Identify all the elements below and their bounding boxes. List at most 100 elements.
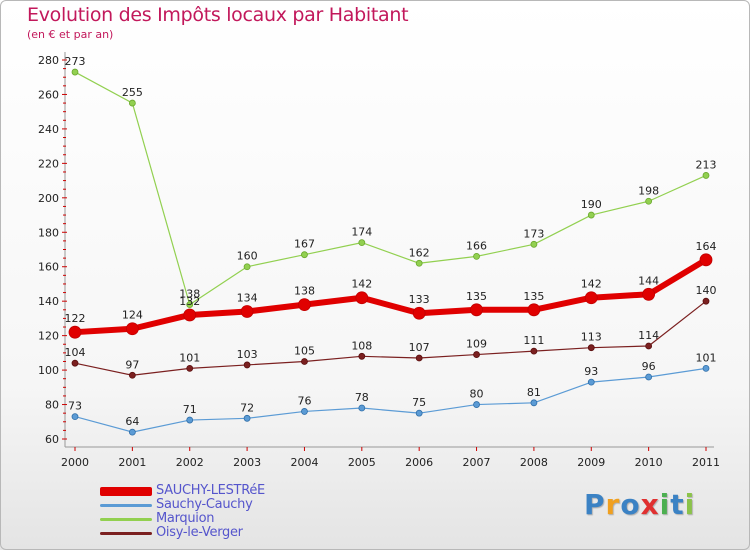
series-point-0 <box>412 306 426 320</box>
data-label-3: 97 <box>125 358 139 371</box>
x-tick-label: 2003 <box>233 456 261 469</box>
legend-label: SAUCHY-LESTRéE <box>156 483 265 498</box>
x-tick-label: 2000 <box>61 456 89 469</box>
y-tick-label: 140 <box>38 295 59 308</box>
legend-item: Sauchy-Cauchy <box>100 498 265 512</box>
legend-label: Sauchy-Cauchy <box>156 497 253 512</box>
series-point-0 <box>355 291 369 305</box>
series-point-1 <box>71 413 79 421</box>
data-label-2: 162 <box>409 246 430 259</box>
series-point-3 <box>587 344 595 352</box>
data-label-1: 80 <box>470 388 484 401</box>
series-point-3 <box>301 358 308 365</box>
series-point-0 <box>298 298 311 312</box>
data-label-2: 167 <box>294 238 315 251</box>
legend-swatch <box>100 531 152 535</box>
series-point-3 <box>186 364 194 372</box>
series-point-3 <box>128 371 136 379</box>
data-label-1: 75 <box>412 396 426 409</box>
series-point-2 <box>301 251 308 259</box>
series-point-0 <box>470 303 483 317</box>
data-label-3: 109 <box>466 338 487 351</box>
data-label-3: 107 <box>409 341 430 354</box>
series-point-0 <box>240 305 254 318</box>
series-point-2 <box>473 252 480 260</box>
y-tick-label: 160 <box>38 261 59 274</box>
data-label-1: 64 <box>125 415 139 428</box>
data-label-1: 76 <box>297 394 311 407</box>
y-tick-label: 100 <box>38 364 59 377</box>
series-point-2 <box>243 263 251 271</box>
series-line-0 <box>72 256 709 336</box>
legend-item: Oisy-le-Verger <box>100 526 265 540</box>
series-line-2 <box>74 71 707 306</box>
x-tick-label: 2002 <box>176 456 204 469</box>
series-point-1 <box>587 378 595 386</box>
series-point-2 <box>530 240 538 248</box>
data-label-2: 198 <box>638 184 659 197</box>
legend-swatch <box>100 486 152 496</box>
chart-subtitle: (en € et par an) <box>27 28 114 41</box>
series-point-1 <box>128 428 136 436</box>
series-point-1 <box>186 416 194 424</box>
proxiti-logo: Proxiti <box>584 488 696 521</box>
series-point-0 <box>527 303 541 317</box>
data-label-1: 96 <box>642 360 656 373</box>
series-point-1 <box>645 373 653 381</box>
series-point-3 <box>645 342 653 350</box>
series-point-2 <box>415 259 423 267</box>
series-point-2 <box>587 211 595 219</box>
series-point-2 <box>186 301 194 309</box>
y-tick-label: 280 <box>38 54 59 67</box>
series-line-3 <box>74 300 707 376</box>
data-label-3: 111 <box>523 334 544 347</box>
data-label-1: 73 <box>68 400 82 413</box>
data-label-0: 133 <box>409 293 430 306</box>
series-point-2 <box>128 99 136 107</box>
series-point-0 <box>125 322 139 336</box>
x-tick-label: 2008 <box>520 456 548 469</box>
series-point-1 <box>473 401 480 408</box>
data-label-2: 166 <box>466 239 487 252</box>
x-tick-label: 2004 <box>290 456 318 469</box>
series-point-1 <box>243 414 251 422</box>
chart-title: Evolution des Impôts locaux par Habitant <box>27 4 409 26</box>
data-label-1: 71 <box>183 403 197 416</box>
series-point-0 <box>183 308 197 322</box>
data-label-3: 103 <box>237 348 258 361</box>
data-label-1: 93 <box>584 365 598 378</box>
series-point-3 <box>358 352 366 360</box>
x-tick-label: 2001 <box>118 456 146 469</box>
series-point-0 <box>699 253 713 267</box>
data-label-0: 135 <box>466 290 487 303</box>
series-point-3 <box>71 359 79 367</box>
series-line-1 <box>74 367 707 433</box>
series-point-3 <box>415 354 423 362</box>
data-label-2: 173 <box>523 227 544 240</box>
data-label-1: 72 <box>240 401 254 414</box>
data-label-0: 132 <box>179 295 200 308</box>
data-label-0: 124 <box>122 309 143 322</box>
series-point-1 <box>530 399 538 407</box>
x-tick-label: 2007 <box>463 456 491 469</box>
data-label-0: 134 <box>237 292 258 305</box>
legend-item: Marquion <box>100 512 265 526</box>
data-label-0: 164 <box>696 240 717 253</box>
y-tick-label: 200 <box>38 192 59 205</box>
chart-legend: SAUCHY-LESTRéE Sauchy-Cauchy Marquion Oisy-… <box>100 484 265 540</box>
data-label-0: 122 <box>65 312 86 325</box>
data-label-3: 105 <box>294 344 315 357</box>
legend-swatch <box>100 503 152 507</box>
series-point-1 <box>702 364 710 372</box>
series-point-1 <box>358 404 366 412</box>
data-label-2: 138 <box>179 288 200 301</box>
data-label-3: 114 <box>638 329 659 342</box>
series-point-1 <box>415 409 423 417</box>
data-label-3: 101 <box>179 351 200 364</box>
series-point-0 <box>584 291 598 305</box>
series-point-3 <box>702 297 710 305</box>
series-point-2 <box>702 172 710 179</box>
data-label-1: 101 <box>696 351 717 364</box>
y-tick-label: 80 <box>45 399 59 412</box>
